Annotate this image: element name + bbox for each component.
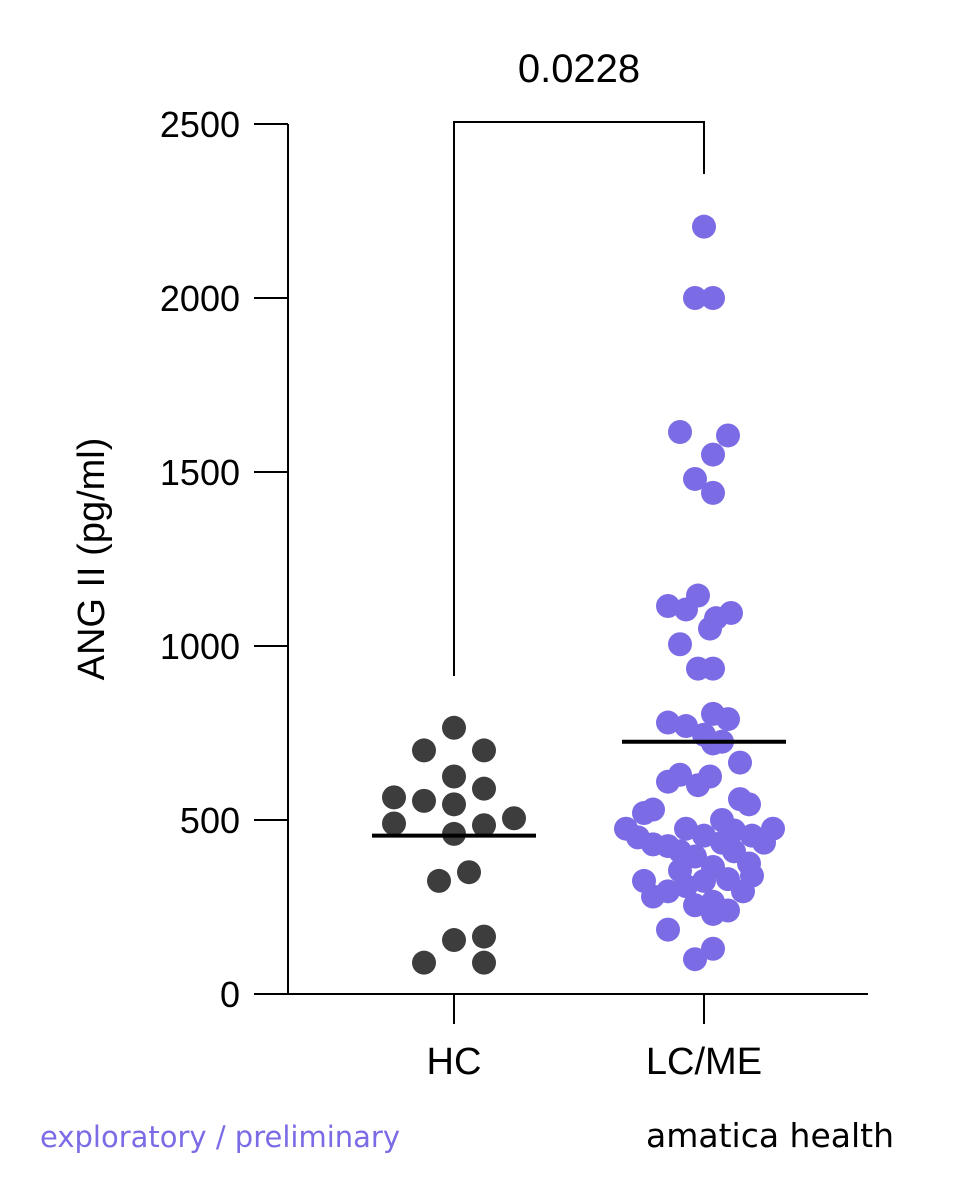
data-point-lc-me [692,214,716,239]
data-point-lc-me [701,442,725,467]
data-point-hc [472,813,496,838]
data-point-lc-me [728,750,752,775]
data-point-lc-me [674,597,698,622]
x-category-label: HC [427,1041,482,1083]
data-point-hc [412,788,436,813]
data-point-hc [457,860,481,885]
data-point-lc-me [674,874,698,899]
data-point-lc-me [692,823,716,848]
data-point-hc [382,811,406,836]
brand-label: amatica health [646,1116,895,1155]
data-point-lc-me [731,879,755,904]
data-point-lc-me [641,884,665,909]
data-point-hc [412,950,436,975]
data-point-hc [412,738,436,763]
y-axis-title: ANG II (pg/ml) [71,438,113,681]
data-point-lc-me [683,947,707,972]
data-point-lc-me [698,616,722,641]
data-point-lc-me [683,466,707,491]
data-point-lc-me [701,480,725,505]
y-tick-label: 1500 [160,452,240,493]
data-point-hc [502,806,526,831]
data-point-hc [472,738,496,763]
data-point-hc [442,792,466,817]
data-point-lc-me [668,419,692,444]
data-point-lc-me [692,868,716,893]
data-point-lc-me [716,423,740,448]
data-point-hc [472,950,496,975]
y-tick-label: 2000 [160,278,240,319]
y-tick-label: 1000 [160,626,240,667]
chart-overlay: 0.0228 [372,47,786,838]
data-point-lc-me [737,792,761,817]
x-category-label: LC/ME [646,1041,762,1083]
scatter-chart: 0 500 1000 1500 2000 2500 ANG II (pg/ml) HC LC/M… [71,47,868,1083]
y-tick-label: 0 [220,974,240,1015]
data-point-lc-me [701,656,725,681]
data-point-hc [442,764,466,789]
chart-marks [382,214,785,975]
significance-bracket [453,121,705,676]
data-point-lc-me [686,773,710,798]
data-point-lc-me [683,893,707,918]
data-point-lc-me [701,936,725,961]
data-point-lc-me [683,286,707,310]
y-tick-label: 500 [180,800,240,841]
data-point-lc-me [656,710,680,735]
p-value-label: 0.0228 [518,47,640,91]
data-point-hc [472,776,496,801]
y-tick-label: 2500 [160,104,240,145]
data-point-hc [442,715,466,740]
data-point-lc-me [701,286,725,310]
data-point-lc-me [752,830,776,855]
data-point-hc [427,868,451,893]
data-point-lc-me [674,714,698,739]
data-point-hc [382,785,406,810]
data-point-lc-me [632,801,656,826]
data-point-hc [472,924,496,949]
data-point-hc [442,928,466,953]
data-point-lc-me [656,917,680,942]
data-point-lc-me [656,769,680,794]
data-point-lc-me [701,701,725,726]
data-point-lc-me [656,593,680,618]
data-point-lc-me [674,816,698,841]
data-point-lc-me [668,632,692,657]
axes: 0 500 1000 1500 2000 2500 ANG II (pg/ml) HC LC/M… [71,104,868,1083]
data-point-lc-me [701,901,725,926]
preliminary-note: exploratory / preliminary [40,1120,400,1154]
